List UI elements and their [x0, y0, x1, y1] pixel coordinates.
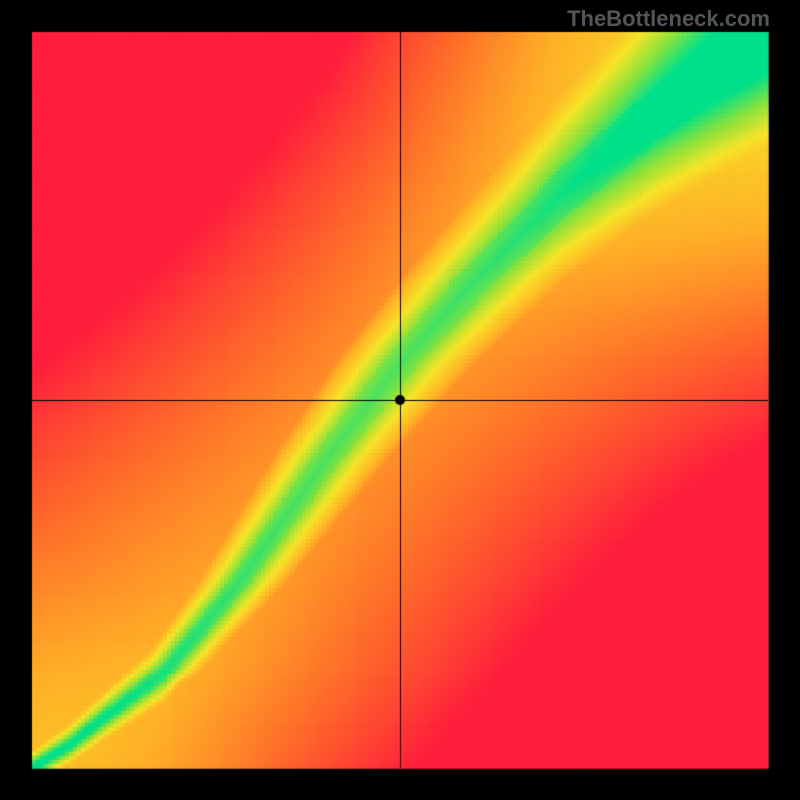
watermark-text: TheBottleneck.com — [567, 6, 770, 32]
chart-container: TheBottleneck.com — [0, 0, 800, 800]
gradient-heatmap-chart — [0, 0, 800, 800]
